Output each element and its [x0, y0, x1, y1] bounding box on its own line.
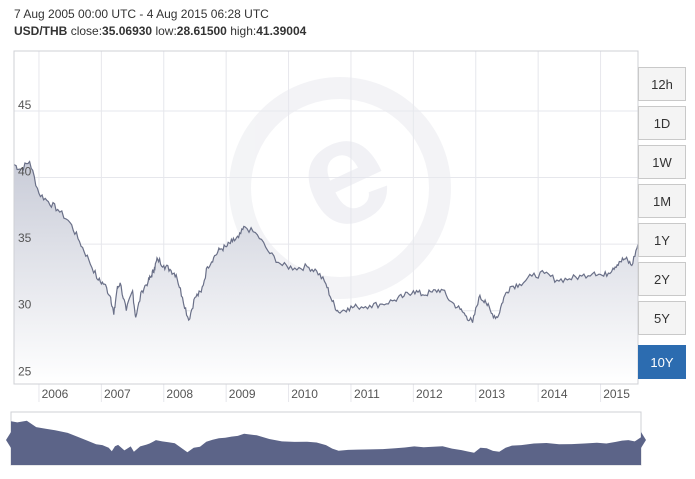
close-label: close:	[70, 24, 103, 38]
y-tick-label: 40	[18, 165, 32, 179]
range-button-12h[interactable]: 12h	[638, 67, 686, 101]
x-tick-label: 2012	[416, 387, 443, 401]
y-tick-label: 45	[18, 98, 32, 112]
x-tick-label: 2014	[541, 387, 568, 401]
y-axis: 25 30 35 40 45	[18, 98, 32, 378]
high-label: high:	[230, 24, 257, 38]
low-value: 28.61500	[176, 24, 227, 38]
range-button-2y[interactable]: 2Y	[638, 262, 686, 296]
range-button-10y[interactable]: 10Y	[638, 345, 686, 379]
y-tick-label: 30	[18, 298, 32, 312]
price-line	[13, 160, 639, 323]
close-value: 35.06930	[102, 24, 153, 38]
y-tick-label: 25	[18, 364, 32, 378]
range-button-1m[interactable]: 1M	[638, 184, 686, 218]
date-range: 7 Aug 2005 00:00 UTC - 4 Aug 2015 06:28 …	[14, 7, 269, 21]
x-tick-label: 2009	[229, 387, 256, 401]
x-axis: 2006 2007 2008 2009 2010 2011 2012 2013 2014 2015	[42, 387, 631, 401]
x-tick-label: 2015	[603, 387, 630, 401]
chart-header: 7 Aug 2005 00:00 UTC - 4 Aug 2015 06:28 …	[14, 6, 306, 40]
low-label: low:	[155, 24, 177, 38]
y-tick-label: 35	[18, 231, 32, 245]
x-tick-label: 2011	[354, 387, 380, 401]
x-tick-label: 2008	[166, 387, 193, 401]
range-button-1w[interactable]: 1W	[638, 145, 686, 179]
x-tick-label: 2006	[42, 387, 69, 401]
high-value: 41.39004	[256, 24, 307, 38]
navigator-area	[11, 420, 641, 465]
navigator-handle-right[interactable]	[641, 432, 646, 448]
range-button-1y[interactable]: 1Y	[638, 223, 686, 257]
x-tick-label: 2010	[291, 387, 318, 401]
range-button-1d[interactable]: 1D	[638, 106, 686, 140]
x-tick-label: 2013	[478, 387, 505, 401]
range-button-5y[interactable]: 5Y	[638, 301, 686, 335]
quote-stats: USD/THB close:35.06930 low:28.61500 high…	[14, 22, 306, 40]
price-area	[14, 161, 638, 384]
currency-pair: USD/THB	[14, 24, 68, 38]
navigator-handle-left[interactable]	[6, 432, 11, 448]
x-tick-label: 2007	[104, 387, 131, 401]
